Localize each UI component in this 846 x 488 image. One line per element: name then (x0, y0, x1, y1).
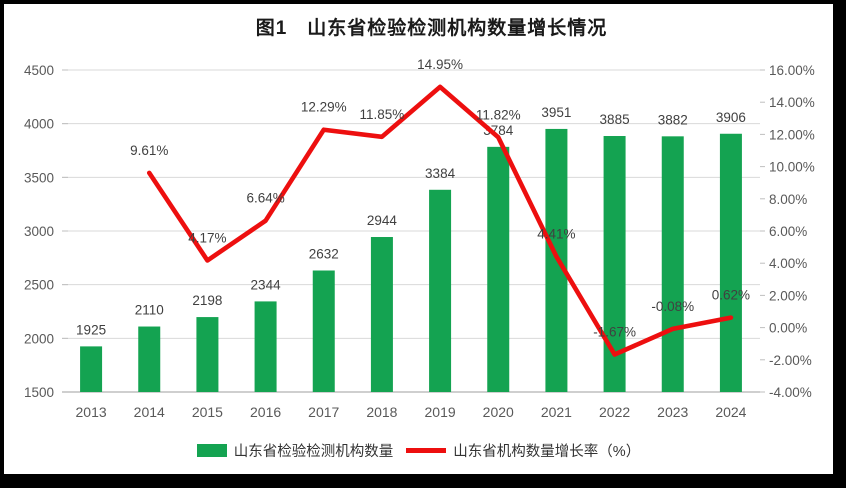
bar (254, 301, 277, 392)
line-point-label: 14.95% (417, 57, 463, 72)
left-axis-tick-label: 2500 (24, 278, 54, 293)
right-axis-tick-label: -4.00% (769, 385, 812, 400)
bar (661, 136, 684, 392)
right-axis-tick-label: 0.00% (769, 321, 807, 336)
bar-value-label: 3882 (658, 112, 688, 127)
bar-value-label: 2198 (192, 293, 222, 308)
right-axis-tick-label: 8.00% (769, 192, 807, 207)
chart-legend: 山东省检验检测机构数量 山东省机构数量增长率（%） (4, 440, 833, 461)
bar-value-label: 3784 (483, 123, 514, 138)
left-axis-tick-label: 2000 (24, 331, 54, 346)
bar (603, 136, 626, 392)
bar-value-label: 3384 (425, 166, 456, 181)
x-axis-label: 2019 (425, 404, 456, 420)
line-point-label: 11.82% (476, 107, 521, 122)
x-axis-label: 2023 (657, 404, 688, 420)
x-axis-label: 2016 (250, 404, 281, 420)
line-point-label: 0.62% (712, 288, 750, 303)
right-axis-tick-label: -2.00% (769, 353, 812, 368)
right-axis-tick-label: 6.00% (769, 224, 807, 239)
left-axis-tick-label: 3000 (24, 224, 54, 239)
x-axis-label: 2017 (308, 404, 339, 420)
left-axis-tick-label: 4000 (24, 117, 54, 132)
chart-canvas: 图1 山东省检验检测机构数量增长情况 1500 2000 2500 3000 3500 4… (4, 4, 833, 474)
bar-value-label: 3906 (716, 110, 746, 125)
x-axis-label: 2013 (76, 404, 107, 420)
right-axis-tick-label: 14.00% (769, 95, 815, 110)
right-axis-tick-label: 16.00% (769, 63, 815, 78)
line-point-label: 11.85% (360, 107, 405, 122)
combo-chart-plot: 1500 2000 2500 3000 3500 4000 4500 -4.00% -2.00%… (24, 57, 815, 420)
growth-rate-line (146, 84, 734, 357)
line-point-label: 12.29% (301, 100, 347, 115)
line-point-label: 6.64% (246, 191, 284, 206)
bar-value-label: 1925 (76, 322, 106, 337)
right-axis-tick-label: 4.00% (769, 256, 807, 271)
left-axis-tick-label: 1500 (24, 385, 54, 400)
bar-value-label: 3885 (600, 112, 630, 127)
bar-series-label: 山东省检验检测机构数量 (233, 444, 394, 460)
line-point-label: -1.67% (593, 324, 636, 339)
x-axis-label: 2020 (483, 404, 514, 420)
right-axis-tick-label: 12.00% (769, 127, 815, 142)
bar (719, 133, 742, 393)
bar (429, 189, 452, 392)
x-axis-label: 2024 (715, 404, 746, 420)
left-axis-tick-label: 4500 (24, 63, 54, 78)
line-point-label: 4.17% (188, 230, 226, 245)
bar-series-swatch (196, 444, 227, 457)
line-point-label: 4.41% (537, 227, 575, 242)
bar-value-label: 2944 (367, 213, 398, 228)
line-point-label: -0.08% (651, 299, 694, 314)
left-axis-tick-label: 3500 (24, 170, 54, 185)
right-axis-tick-label: 2.00% (769, 288, 807, 303)
line-series-label: 山东省机构数量增长率（%） (453, 444, 641, 460)
bar-value-label: 2632 (309, 246, 339, 261)
bar (138, 326, 161, 392)
x-axis-label: 2022 (599, 404, 630, 420)
bar (80, 346, 103, 392)
line-point-label: 9.61% (130, 143, 168, 158)
chart-title: 图1 山东省检验检测机构数量增长情况 (255, 18, 608, 39)
bar (370, 237, 393, 392)
x-axis-label: 2015 (192, 404, 223, 420)
bar-value-label: 2344 (251, 277, 282, 292)
right-axis-tick-label: 10.00% (769, 160, 815, 175)
bar-value-label: 3951 (541, 105, 571, 120)
bar-value-label: 2110 (135, 303, 164, 318)
bar (487, 146, 510, 392)
x-axis-label: 2018 (366, 404, 397, 420)
bar (196, 317, 219, 392)
x-axis-label: 2021 (541, 404, 572, 420)
line-series-swatch (406, 448, 447, 453)
x-axis-label: 2014 (134, 404, 165, 420)
bar (312, 270, 335, 392)
